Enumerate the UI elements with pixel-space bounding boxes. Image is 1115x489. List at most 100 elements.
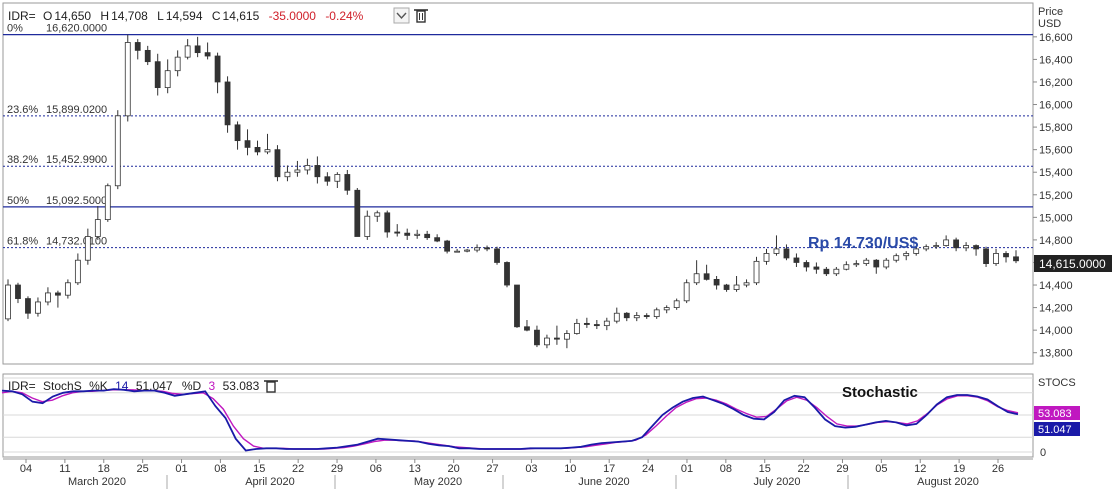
month-label: April 2020 [245,476,295,488]
stoch-k-value: 51.047 [136,379,173,393]
candle [354,188,361,237]
candle [444,239,451,254]
time-tick-label: 22 [797,463,809,475]
candle [464,248,470,253]
header-open: 14,650 [54,9,91,23]
candle-body [114,115,121,187]
time-tick-label: 03 [525,463,537,475]
candle [633,312,640,322]
candle [15,282,21,304]
candle [593,320,600,330]
candle-body [863,259,870,264]
candle [673,298,680,310]
candle-body [554,337,560,340]
candle-body [713,278,720,286]
candle-body [633,315,640,319]
candle [853,260,860,267]
time-tick-label: 20 [448,463,460,475]
candle-body [284,171,291,178]
candle-body [544,337,550,346]
stoch-d-value: 53.083 [223,379,260,393]
time-tick-label: 27 [486,463,498,475]
candle [184,39,191,60]
time-tick-label: 19 [953,463,965,475]
candle-body [484,247,490,250]
trash-icon[interactable] [414,9,428,23]
fibonacci-levels: 0% 16,620.0000 23.6% 15,899.0200 38.2% 15,452… [3,23,1033,249]
candle-body [853,263,860,266]
candle [274,145,281,182]
candle [364,210,371,240]
candle [114,110,121,190]
price-tick-label: 16,600 [1039,32,1073,44]
candle-body [743,282,750,286]
candle [703,264,710,281]
header-change: -35.0000 [269,9,317,23]
candle-body [434,237,441,242]
dropdown-chevron-icon[interactable] [393,7,410,24]
candle [733,276,740,292]
candle [554,325,560,345]
month-label: August 2020 [917,476,979,488]
candle-body [593,324,600,327]
candle-body [524,326,530,331]
time-tick-label: 10 [564,463,576,475]
stoch-k-line [1,388,1019,452]
time-tick-label: 01 [175,463,187,475]
time-tick-label: 08 [720,463,732,475]
candle [693,260,700,286]
candle-body [314,165,321,178]
price-tick-label: 16,400 [1039,54,1073,66]
candle [174,50,181,77]
time-tick-label: 05 [875,463,887,475]
candle [304,158,311,175]
month-label: June 2020 [578,476,629,488]
candle [743,279,750,288]
candle [623,312,630,322]
candle-body [514,284,520,328]
month-label: March 2020 [68,476,126,488]
candle [723,283,730,292]
candle [324,172,331,186]
stoch-trash-icon[interactable] [264,380,278,393]
price-annotation: Rp 14.730/US$ [808,235,918,252]
stoch-axis-title: STOCS [1038,377,1076,389]
candle [374,210,381,222]
stochastic-title: Stochastic [842,384,918,401]
candle-body [903,253,910,257]
month-label: July 2020 [753,476,800,488]
candle-body [643,315,650,318]
candle [953,237,960,252]
candle-body [953,239,960,249]
candle [284,165,291,182]
candle [35,297,41,317]
candle [5,279,11,322]
candle-body [833,268,840,275]
time-axis: 04 11 18 25 01 08 15 22 29 06 13 20 27 03 10 17 24 01 08 15… [3,458,1033,489]
candle [524,320,530,332]
candle [394,224,401,237]
candle-body [693,273,700,284]
candle-body [913,248,920,254]
candle-body [883,259,890,268]
candle-body [504,262,510,286]
candle [424,230,431,240]
svg-text:IDR= O14,650 H14,7: IDR= O 14,650 H 14,708 L 14,594 C 14,615 -35… [8,9,364,23]
candle-body [15,284,21,299]
candle-body [104,185,111,221]
fib-level-label: 50% [7,195,29,207]
candle [573,318,580,335]
candle [334,172,341,189]
svg-text:51.047: 51.047 [1038,424,1072,436]
candle [214,52,221,94]
candle [883,257,890,270]
candle [663,305,670,314]
candle [64,279,71,299]
time-tick-label: 08 [214,463,226,475]
candle-body [703,273,710,280]
candle-body [873,259,880,268]
candle-body [294,169,301,173]
candle-body [923,246,930,250]
candle-body [244,140,251,148]
